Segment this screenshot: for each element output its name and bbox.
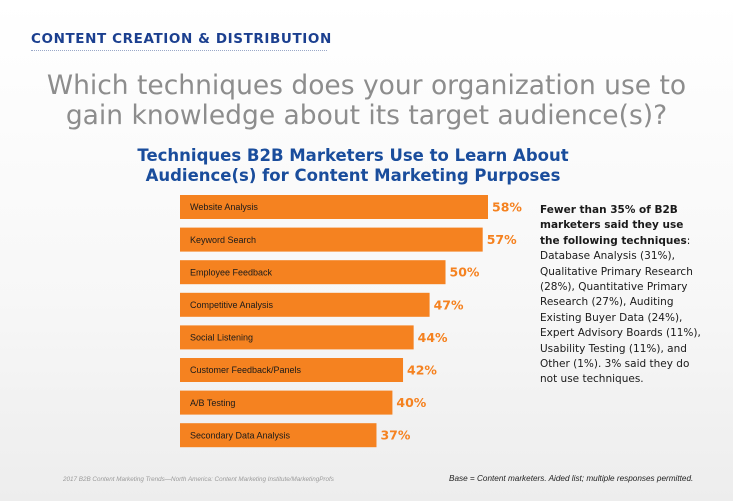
question-heading: Which techniques does your organization … [0, 71, 733, 131]
bar-5 [180, 358, 404, 382]
question-line-1: Which techniques does your organization … [46, 70, 687, 101]
bar-value-label-5: 42% [407, 363, 437, 378]
chart-title-line-1: Techniques B2B Marketers Use to Learn Ab… [137, 146, 569, 165]
bar-value-label-3: 47% [434, 297, 464, 312]
bar-7 [180, 423, 377, 448]
note-line-1: Database Analysis (31%), [540, 250, 675, 263]
note-line-6: Expert Advisory Boards (11%), [540, 327, 701, 340]
source-citation: 2017 B2B Content Marketing Trends—North … [63, 476, 334, 483]
bar-value-label-2: 50% [450, 265, 480, 280]
note-line-4: Research (27%), Auditing [540, 296, 674, 309]
chart-title: Techniques B2B Marketers Use to Learn Ab… [128, 146, 578, 186]
note-line-7: Usability Testing (11%), and [540, 342, 687, 355]
note-line-8: Other (1%). 3% said they do [540, 358, 690, 371]
bar-category-label-2: Employee Feedback [190, 267, 273, 277]
bar-category-label-4: Social Listening [190, 333, 253, 343]
base-note: Base = Content marketers. Aided list; mu… [449, 474, 694, 483]
bar-1 [180, 227, 483, 252]
bar-value-label-7: 37% [380, 428, 410, 443]
section-label: CONTENT CREATION & DISTRIBUTION [31, 31, 332, 47]
bar-value-label-1: 57% [487, 232, 517, 247]
note-line-9: not use techniques. [540, 373, 644, 386]
note-line-3: (28%), Quantitative Primary [540, 281, 688, 294]
section-divider [31, 50, 327, 51]
question-line-2: gain knowledge about its target audience… [65, 100, 668, 131]
bar-category-label-0: Website Analysis [190, 202, 258, 212]
note-line-2: Qualitative Primary Research [540, 265, 693, 278]
bar-0 [180, 195, 488, 219]
bar-value-label-6: 40% [396, 395, 426, 410]
bar-category-label-5: Customer Feedback/Panels [190, 365, 302, 375]
bar-value-label-0: 58% [492, 200, 522, 215]
bar-category-label-6: A/B Testing [190, 398, 235, 408]
chart-title-line-2: Audience(s) for Content Marketing Purpos… [145, 166, 561, 185]
bar-2 [180, 260, 446, 285]
bar-4 [180, 325, 414, 350]
bar-category-label-3: Competitive Analysis [190, 300, 274, 310]
bar-value-label-4: 44% [418, 330, 448, 345]
note-bold-line-1: Fewer than 35% of B2B [540, 204, 678, 216]
bar-3 [180, 292, 430, 317]
bar-6 [180, 390, 393, 415]
bar-category-label-7: Secondary Data Analysis [190, 430, 291, 440]
bar-category-label-1: Keyword Search [190, 235, 256, 245]
note-bold-line-3: the following techniques [540, 234, 687, 247]
note-line-5: Existing Buyer Data (24%), [540, 311, 683, 324]
side-note: Fewer than 35% of B2B marketers said the… [540, 204, 701, 386]
note-bold-line-2: marketers said they use [540, 219, 684, 232]
